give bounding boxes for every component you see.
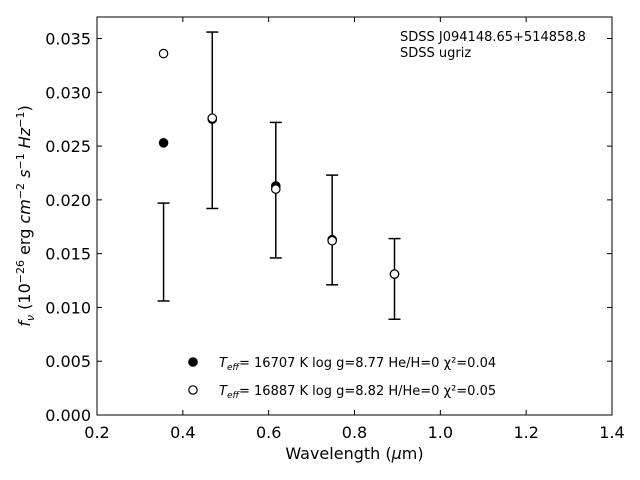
y-tick-label: 0.005 [45, 352, 91, 371]
legend-label: Teff= 16707 K log g=8.77 He/H=0 χ²=0.04 [219, 356, 496, 373]
annotation-layer: SDSS J094148.65+514858.8 SDSS ugriz [400, 30, 586, 61]
x-tick-label: 1.4 [599, 423, 624, 442]
legend-entry: Teff= 16707 K log g=8.77 He/H=0 χ²=0.04 [188, 356, 496, 373]
error-bar [388, 237, 401, 321]
error-bar [326, 174, 339, 286]
data-layer [157, 31, 401, 321]
x-tick-label: 0.6 [256, 423, 281, 442]
axes-layer: 0.2 0.4 0.6 0.8 1.0 1.2 1.4 0.000 0.005 0.010 0.01… [14, 16, 625, 463]
model-point-open [207, 113, 218, 123]
x-tick-label: 0.2 [84, 423, 109, 442]
y-tick-label: 0.030 [45, 83, 91, 102]
y-axis-label: fν (10−26 erg cm−2 s−1 Hz−1) [14, 105, 37, 326]
legend-label: Teff= 16887 K log g=8.82 H/He=0 χ²=0.05 [219, 384, 496, 401]
error-bar [157, 202, 170, 302]
y-tick-label: 0.010 [45, 298, 91, 317]
legend-marker-filled [188, 357, 198, 367]
legend: Teff= 16707 K log g=8.77 He/H=0 χ²=0.04 T… [188, 356, 496, 401]
y-tick-label: 0.000 [45, 406, 91, 425]
object-name-annotation: SDSS J094148.65+514858.8 [400, 30, 586, 45]
model-point-open [270, 184, 281, 194]
model-point-filled [158, 138, 169, 148]
y-tick-label: 0.020 [45, 191, 91, 210]
x-tick-label: 0.8 [342, 423, 367, 442]
y-tick-label: 0.035 [45, 30, 91, 49]
x-tick-label: 1.2 [513, 423, 538, 442]
legend-entry: Teff= 16887 K log g=8.82 H/He=0 χ²=0.05 [188, 384, 496, 401]
x-tick-label: 0.4 [170, 423, 195, 442]
legend-marker-open [188, 385, 198, 395]
model-point-open [327, 235, 337, 246]
model-point-open [158, 48, 169, 59]
x-axis-label: Wavelength (μm) [285, 444, 423, 463]
survey-annotation: SDSS ugriz [400, 46, 471, 61]
x-tick-label: 1.0 [428, 423, 453, 442]
y-tick-label: 0.025 [45, 137, 91, 156]
y-tick-label: 0.015 [45, 245, 91, 264]
model-point-open [389, 269, 400, 279]
